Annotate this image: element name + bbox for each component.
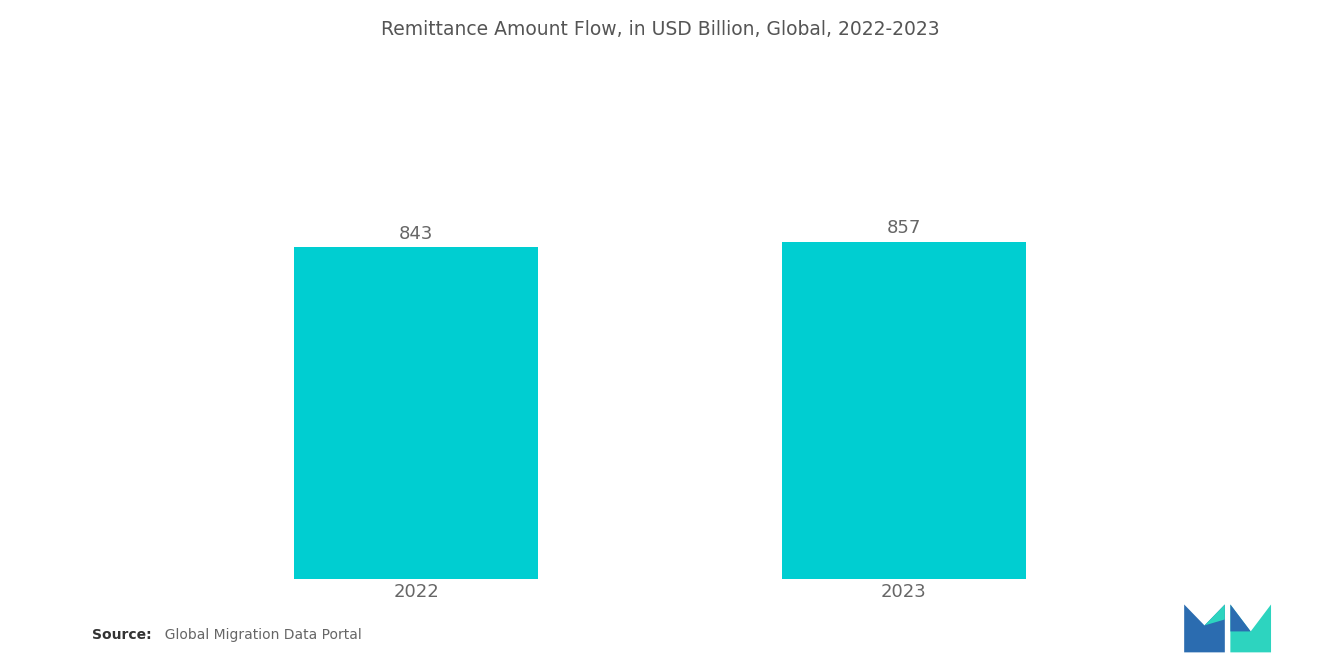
Text: 843: 843 xyxy=(399,225,433,243)
Bar xyxy=(294,247,539,579)
Text: Source:: Source: xyxy=(92,628,152,642)
Text: Remittance Amount Flow, in USD Billion, Global, 2022-2023: Remittance Amount Flow, in USD Billion, … xyxy=(380,20,940,39)
Bar xyxy=(781,242,1026,579)
Polygon shape xyxy=(1184,604,1225,652)
Text: Global Migration Data Portal: Global Migration Data Portal xyxy=(156,628,362,642)
Polygon shape xyxy=(1204,604,1225,625)
Polygon shape xyxy=(1230,604,1251,632)
Polygon shape xyxy=(1230,604,1271,652)
Text: 857: 857 xyxy=(887,219,921,237)
